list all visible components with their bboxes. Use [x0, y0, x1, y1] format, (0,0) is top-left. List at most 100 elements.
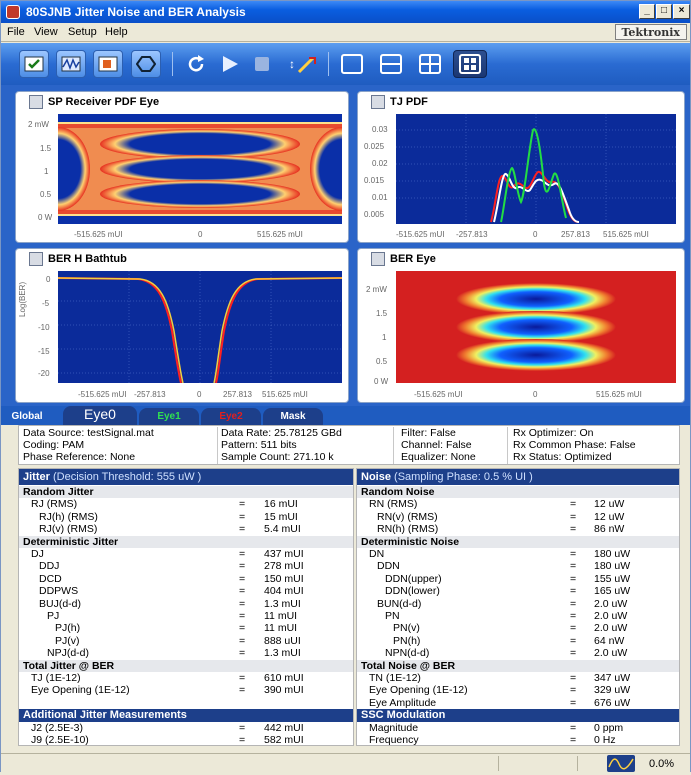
- layout-single-icon[interactable]: [337, 50, 367, 78]
- measurement-value: 165 uW: [594, 585, 631, 598]
- refresh-icon[interactable]: [181, 50, 211, 78]
- measurement-label: PN(h): [393, 634, 421, 647]
- measurement-row: NPN(d-d) = 2.0 uW: [357, 647, 679, 659]
- wizard-icon[interactable]: ↕: [285, 50, 321, 78]
- pane-title: TJ PDF: [368, 94, 436, 110]
- mask-hexagon-icon[interactable]: [131, 50, 161, 78]
- measurement-row: RN(v) (RMS) = 12 uW: [357, 511, 679, 523]
- info-data-rate: Data Rate: 25.78125 GBd: [221, 427, 342, 439]
- measurement-row: DDN = 180 uW: [357, 560, 679, 572]
- divider: [217, 427, 218, 464]
- divider: [393, 427, 394, 464]
- title-bar[interactable]: 80SJNB Jitter Noise and BER Analysis _ □…: [1, 1, 690, 23]
- maximize-button[interactable]: □: [656, 4, 672, 19]
- menu-view[interactable]: View: [34, 26, 58, 38]
- menu-setup[interactable]: Setup: [68, 26, 97, 38]
- pane-menu-icon[interactable]: [371, 95, 385, 109]
- plot-select-icon[interactable]: [93, 50, 123, 78]
- measurement-value: 11 mUI: [264, 610, 298, 622]
- measurement-row: RN (RMS) = 12 uW: [357, 498, 679, 510]
- y-tick: 0 W: [374, 377, 389, 386]
- x-tick: -515.625 mUI: [414, 390, 463, 399]
- signal-info-box: Data Source: testSignal.mat Coding: PAM …: [18, 425, 680, 465]
- equals-sign: =: [570, 696, 577, 709]
- measurement-value: 15 mUI: [264, 510, 298, 523]
- ber-h-bathtub-pane[interactable]: BER H Bathtub Log(BER) 0 -5 -10 -15 -20 …: [15, 248, 349, 403]
- measurement-row: PN(v) = 2.0 uW: [357, 622, 679, 634]
- equals-sign: =: [239, 523, 246, 536]
- tab-eye2[interactable]: Eye2: [201, 408, 261, 425]
- equals-sign: =: [570, 523, 577, 536]
- divider: [577, 756, 578, 771]
- equals-sign: =: [570, 610, 577, 622]
- menu-file[interactable]: File: [7, 26, 25, 38]
- stop-icon[interactable]: [247, 50, 277, 78]
- pane-menu-icon[interactable]: [29, 95, 43, 109]
- y-tick: 1.5: [376, 309, 388, 318]
- equals-sign: =: [239, 634, 246, 647]
- pane-menu-icon[interactable]: [29, 252, 43, 266]
- minimize-button[interactable]: _: [639, 4, 655, 19]
- tab-global[interactable]: Global: [11, 411, 43, 422]
- layout-rows-icon[interactable]: [376, 50, 406, 78]
- equals-sign: =: [239, 734, 246, 746]
- measurement-row: DDPWS = 404 mUI: [19, 585, 353, 597]
- spacer-row: [19, 697, 353, 709]
- divider: [507, 427, 508, 464]
- measurement-label: Eye Opening (1E-12): [31, 684, 130, 697]
- measurement-row: DCD = 150 mUI: [19, 573, 353, 585]
- tab-eye1[interactable]: Eye1: [139, 408, 199, 425]
- measurement-value: 16 mUI: [264, 498, 298, 511]
- measurement-label: TN (1E-12): [369, 672, 421, 684]
- measurement-label: RN(h) (RMS): [377, 523, 439, 536]
- measurement-value: 1.3 mUI: [264, 647, 301, 660]
- y-tick: 0: [46, 275, 51, 284]
- y-tick: -5: [42, 299, 50, 308]
- pane-menu-icon[interactable]: [371, 252, 385, 266]
- section-header: SSC Modulation: [357, 709, 679, 723]
- tj-pdf-pane[interactable]: TJ PDF 0.03 0.025 0.02 0.015 0.01 0.005 …: [357, 91, 685, 243]
- measurement-row: DDN(lower) = 165 uW: [357, 585, 679, 597]
- measurement-row: BUN(d-d) = 2.0 uW: [357, 598, 679, 610]
- equals-sign: =: [570, 510, 577, 523]
- measurement-label: Random Jitter: [23, 486, 94, 498]
- tab-eye0[interactable]: Eye0: [63, 406, 137, 425]
- close-button[interactable]: ×: [673, 4, 690, 19]
- measurement-label: PN(v): [393, 622, 420, 635]
- measurement-value: 329 uW: [594, 684, 631, 697]
- measurement-value: 404 mUI: [264, 585, 304, 598]
- measurement-row: PJ(v) = 888 uUI: [19, 635, 353, 647]
- x-tick: 0: [533, 390, 538, 399]
- tab-mask[interactable]: Mask: [263, 408, 323, 425]
- ber-eye-pane[interactable]: BER Eye 2 mW 1.5 1 0.5 0 W -515.625 mUI …: [357, 248, 685, 403]
- measurement-value: 347 uW: [594, 672, 631, 684]
- equals-sign: =: [570, 622, 577, 635]
- tj-pdf-plot-area[interactable]: [396, 114, 676, 224]
- bathtub-plot-area[interactable]: [58, 271, 342, 383]
- layout-quad-icon[interactable]: [453, 50, 487, 78]
- eye-plot-area[interactable]: [58, 114, 342, 224]
- measurement-row: Eye Opening (1E-12) = 390 mUI: [19, 684, 353, 696]
- measurement-value: 2.0 uW: [594, 610, 628, 622]
- equals-sign: =: [239, 585, 246, 598]
- measurement-row: Eye Opening (1E-12) = 329 uW: [357, 684, 679, 696]
- info-coding: Coding: PAM: [23, 439, 85, 451]
- equals-sign: =: [239, 498, 246, 511]
- divider: [498, 756, 499, 771]
- measurement-value: 12 uW: [594, 498, 625, 511]
- equals-sign: =: [570, 585, 577, 598]
- toolbar: ↕: [1, 43, 690, 85]
- measurement-row: TJ (1E-12) = 610 mUI: [19, 672, 353, 684]
- noise-table: Noise (Sampling Phase: 0.5 % UI ) Random…: [356, 468, 680, 746]
- measurement-label: Eye Amplitude: [369, 696, 437, 709]
- sp-receiver-pdf-eye-pane[interactable]: SP Receiver PDF Eye 2 mW 1.5 1 0.5 0 W -…: [15, 91, 349, 243]
- layout-grid-icon[interactable]: [415, 50, 445, 78]
- setup-check-icon[interactable]: [19, 50, 49, 78]
- equals-sign: =: [570, 672, 577, 684]
- waveform-icon[interactable]: [56, 50, 86, 78]
- measurement-value: 437 mUI: [264, 548, 304, 560]
- run-play-icon[interactable]: [215, 50, 245, 78]
- ber-eye-plot-area[interactable]: [396, 271, 676, 383]
- menu-help[interactable]: Help: [105, 26, 128, 38]
- measurement-row: Eye Amplitude = 676 uW: [357, 697, 679, 709]
